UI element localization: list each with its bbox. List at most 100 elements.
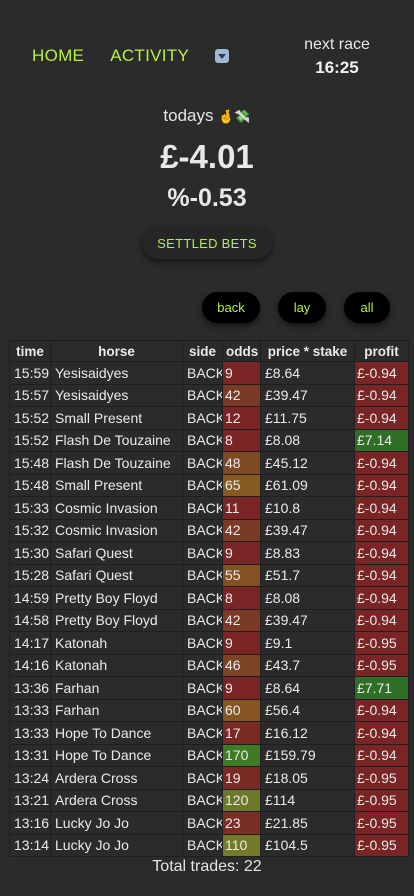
settled-bets-button[interactable]: SETTLED BETS [142, 227, 272, 259]
trade-time: 15:28 [9, 563, 51, 587]
trade-odds: 42 [222, 518, 261, 542]
trade-odds: 8 [222, 586, 261, 610]
trade-horse: Flash De Touzaine [50, 428, 183, 452]
trade-horse: Katonah [50, 653, 183, 677]
trade-side: BACK [182, 766, 223, 790]
trade-horse: Lucky Jo Jo [50, 833, 183, 857]
trade-profit: £-0.94 [354, 608, 409, 632]
trade-time: 13:36 [9, 676, 51, 700]
trade-time: 13:24 [9, 766, 51, 790]
trade-horse: Hope To Dance [50, 721, 183, 745]
trade-price-stake: £8.64 [260, 361, 355, 385]
top-nav: HOME ACTIVITY [32, 44, 230, 68]
trade-time: 15:30 [9, 541, 51, 565]
trade-price-stake: £18.05 [260, 766, 355, 790]
trade-odds: 9 [222, 541, 261, 565]
trades-body: 15:59 Yesisaidyes BACK 9 £8.64 £-0.94 15:57 Yes… [9, 361, 409, 857]
trade-side: BACK [182, 721, 223, 745]
trade-time: 13:33 [9, 698, 51, 722]
header-horse[interactable]: horse [50, 340, 183, 362]
trade-price-stake: £8.08 [260, 586, 355, 610]
trade-profit: £-0.95 [354, 833, 409, 857]
trade-profit: £-0.94 [354, 563, 409, 587]
trade-profit: £-0.94 [354, 743, 409, 767]
table-row: 15:52 Flash De Touzaine BACK 8 £8.08 £7.14 [9, 428, 409, 452]
trade-side: BACK [182, 361, 223, 385]
trade-profit: £-0.94 [354, 721, 409, 745]
trade-odds: 19 [222, 766, 261, 790]
trade-horse: Lucky Jo Jo [50, 811, 183, 835]
filter-lay-button[interactable]: lay [278, 292, 326, 323]
total-trades: Total trades: 22 [152, 858, 262, 875]
trade-time: 14:59 [9, 586, 51, 610]
trade-horse: Ardera Cross [50, 788, 183, 812]
trade-price-stake: £11.75 [260, 406, 355, 430]
trade-profit: £-0.94 [354, 518, 409, 542]
filter-all-button[interactable]: all [344, 292, 390, 323]
filter-back-button[interactable]: back [202, 292, 260, 323]
trade-profit: £-0.94 [354, 586, 409, 610]
trade-price-stake: £21.85 [260, 811, 355, 835]
trade-odds: 12 [222, 406, 261, 430]
trade-time: 15:59 [9, 361, 51, 385]
table-row: 13:16 Lucky Jo Jo BACK 23 £21.85 £-0.95 [9, 811, 409, 835]
trade-odds: 8 [222, 428, 261, 452]
trade-odds: 9 [222, 631, 261, 655]
trade-side: BACK [182, 451, 223, 475]
trade-horse: Yesisaidyes [50, 361, 183, 385]
trade-odds: 9 [222, 361, 261, 385]
table-row: 14:16 Katonah BACK 46 £43.7 £-0.95 [9, 653, 409, 677]
trade-side: BACK [182, 563, 223, 587]
trade-profit: £-0.94 [354, 406, 409, 430]
today-percent: %-0.53 [167, 184, 247, 212]
header-odds[interactable]: odds [222, 340, 261, 362]
header-side[interactable]: side [182, 340, 223, 362]
trade-side: BACK [182, 518, 223, 542]
nav-activity-link[interactable]: ACTIVITY [110, 46, 190, 65]
trade-side: BACK [182, 541, 223, 565]
table-row: 13:36 Farhan BACK 9 £8.64 £7.71 [9, 676, 409, 700]
trade-time: 15:48 [9, 451, 51, 475]
trade-side: BACK [182, 811, 223, 835]
trade-side: BACK [182, 428, 223, 452]
trade-price-stake: £114 [260, 788, 355, 812]
trade-side: BACK [182, 676, 223, 700]
trade-time: 13:21 [9, 788, 51, 812]
trade-odds: 46 [222, 653, 261, 677]
trade-price-stake: £39.47 [260, 518, 355, 542]
trade-price-stake: £51.7 [260, 563, 355, 587]
trade-odds: 11 [222, 496, 261, 520]
table-row: 15:57 Yesisaidyes BACK 42 £39.47 £-0.94 [9, 383, 409, 407]
table-row: 15:48 Small Present BACK 65 £61.09 £-0.94 [9, 473, 409, 497]
table-row: 15:32 Cosmic Invasion BACK 42 £39.47 £-0.94 [9, 518, 409, 542]
trade-price-stake: £39.47 [260, 383, 355, 407]
header-time[interactable]: time [9, 340, 51, 362]
trade-odds: 55 [222, 563, 261, 587]
table-row: 13:31 Hope To Dance BACK 170 £159.79 £-0.94 [9, 743, 409, 767]
trade-price-stake: £9.1 [260, 631, 355, 655]
trade-horse: Cosmic Invasion [50, 496, 183, 520]
table-row: 15:33 Cosmic Invasion BACK 11 £10.8 £-0.94 [9, 496, 409, 520]
trade-time: 13:14 [9, 833, 51, 857]
trade-time: 15:32 [9, 518, 51, 542]
trade-side: BACK [182, 496, 223, 520]
trade-price-stake: £8.08 [260, 428, 355, 452]
nav-home-link[interactable]: HOME [32, 46, 85, 65]
trade-odds: 110 [222, 833, 261, 857]
trade-time: 13:31 [9, 743, 51, 767]
trade-odds: 120 [222, 788, 261, 812]
today-emoji: 🤞💸 [218, 109, 251, 124]
trade-profit: £-0.94 [354, 541, 409, 565]
trade-horse: Flash De Touzaine [50, 451, 183, 475]
trade-horse: Cosmic Invasion [50, 518, 183, 542]
trade-horse: Farhan [50, 676, 183, 700]
table-row: 13:24 Ardera Cross BACK 19 £18.05 £-0.95 [9, 766, 409, 790]
header-price-stake[interactable]: price * stake [260, 340, 355, 362]
header-profit[interactable]: profit [354, 340, 409, 362]
dropdown-icon[interactable] [215, 49, 230, 63]
trade-odds: 42 [222, 608, 261, 632]
trade-horse: Small Present [50, 473, 183, 497]
trade-profit: £-0.95 [354, 653, 409, 677]
trade-time: 15:52 [9, 428, 51, 452]
trade-time: 13:16 [9, 811, 51, 835]
